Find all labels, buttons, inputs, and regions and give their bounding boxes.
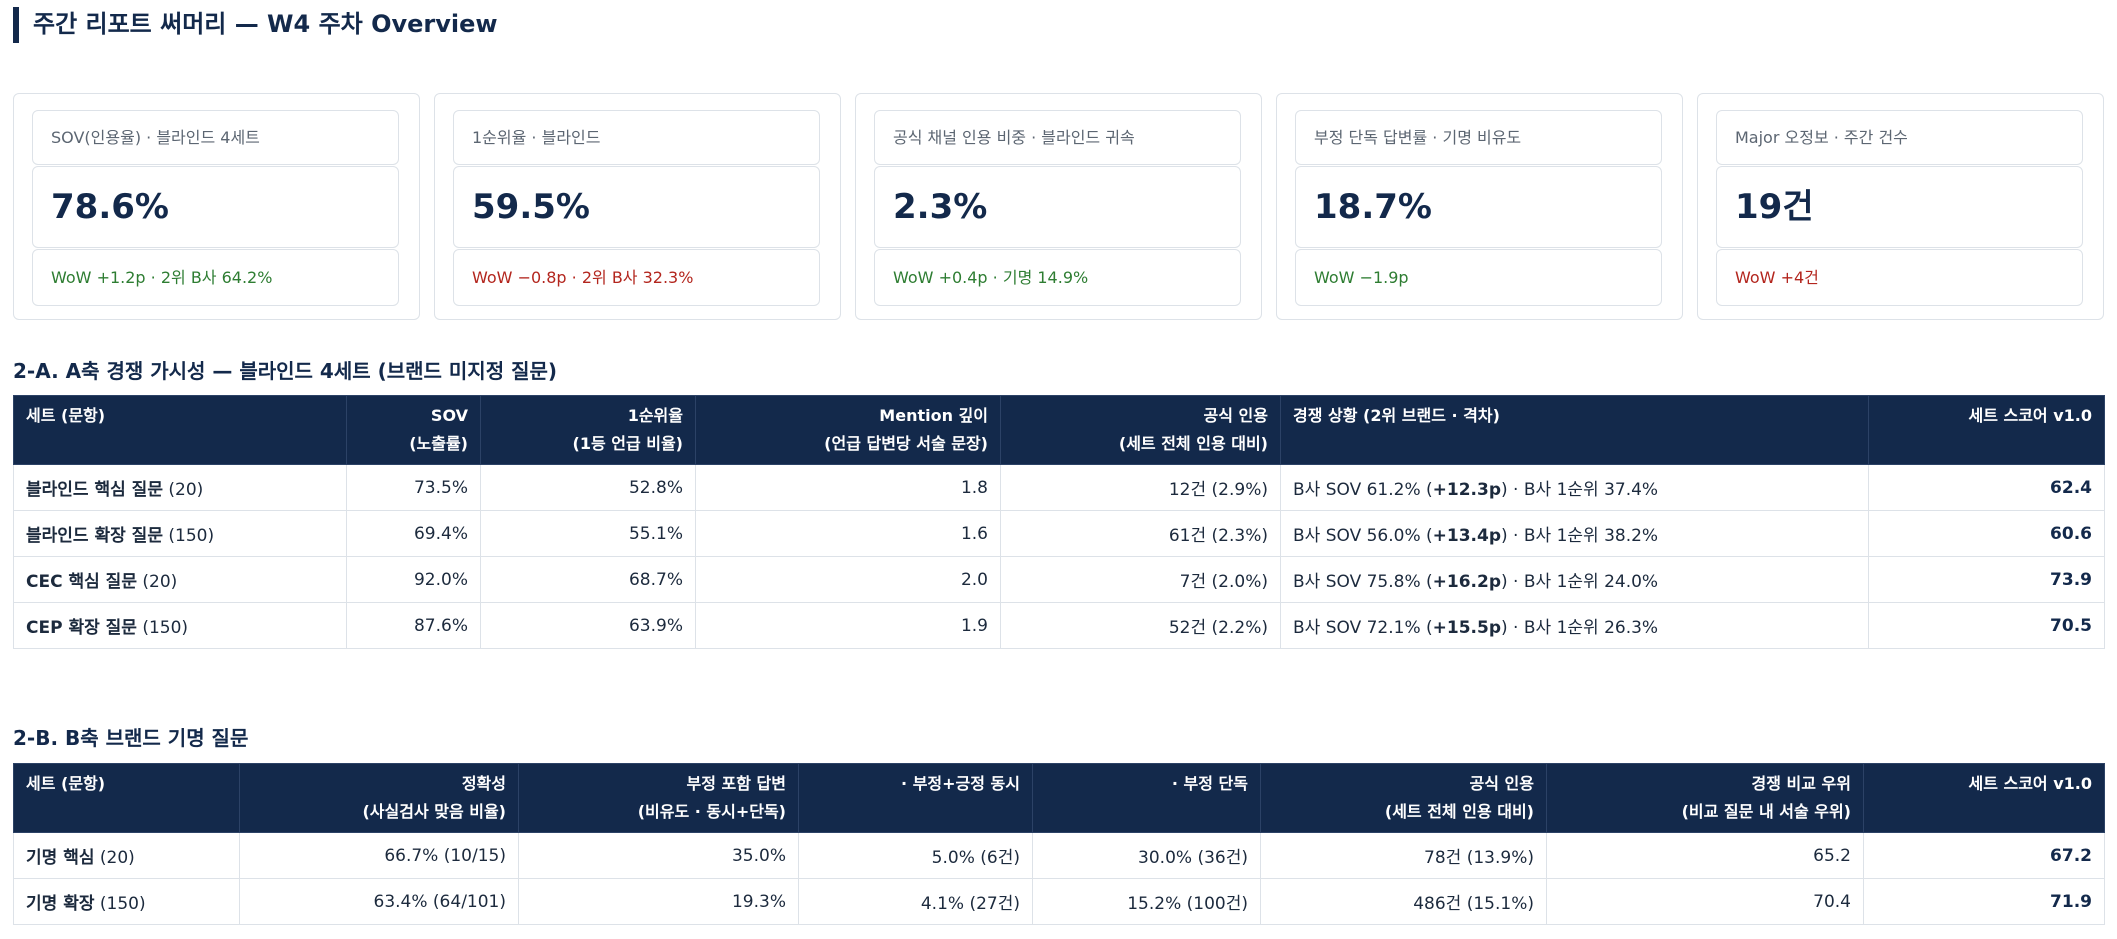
cell-competition: B사 SOV 75.8% (+16.2p) · B사 1순위 24.0%: [1280, 556, 1869, 603]
cell-mixed: 4.1% (27건): [798, 878, 1033, 925]
kpi-value: 59.5%: [453, 166, 820, 248]
section-b-title: 2-B. B축 브랜드 기명 질문: [13, 726, 249, 750]
col-header-set: 세트 (문항): [13, 763, 240, 833]
kpi-card-first-rank: 1순위율 · 블라인드 59.5% WoW −0.8p · 2위 B사 32.3…: [434, 93, 841, 320]
cell-negative-only: 30.0% (36건): [1032, 832, 1261, 879]
cell-set: 기명 확장 (150): [13, 878, 240, 925]
col-header-first-rank: 1순위율 (1등 언급 비율): [480, 395, 696, 465]
col-header-score: 세트 스코어 v1.0: [1868, 395, 2105, 465]
cell-official: 52건 (2.2%): [1000, 602, 1281, 649]
cell-official: 12건 (2.9%): [1000, 464, 1281, 511]
cell-sov: 87.6%: [346, 602, 481, 649]
kpi-card-sov: SOV(인용율) · 블라인드 4세트 78.6% WoW +1.2p · 2위…: [13, 93, 420, 320]
kpi-delta: WoW +0.4p · 기명 14.9%: [874, 249, 1241, 306]
col-header-mixed: · 부정+긍정 동시: [798, 763, 1033, 833]
cell-competition: B사 SOV 56.0% (+13.4p) · B사 1순위 38.2%: [1280, 510, 1869, 557]
kpi-label: 부정 단독 답변률 · 기명 비유도: [1295, 110, 1662, 165]
page-title: 주간 리포트 써머리 — W4 주차 Overview: [13, 7, 498, 43]
kpi-delta: WoW −1.9p: [1295, 249, 1662, 306]
cell-score: 71.9: [1863, 878, 2105, 925]
kpi-value: 18.7%: [1295, 166, 1662, 248]
cell-first-rank: 63.9%: [480, 602, 696, 649]
cell-first-rank: 68.7%: [480, 556, 696, 603]
cell-score: 62.4: [1868, 464, 2105, 511]
section-a-table: 세트 (문항) SOV (노출률) 1순위율 (1등 언급 비율) Mention …: [13, 395, 2105, 649]
cell-competition: B사 SOV 72.1% (+15.5p) · B사 1순위 26.3%: [1280, 602, 1869, 649]
col-header-negative: 부정 포함 답변 (비유도 · 동시+단독): [518, 763, 799, 833]
col-header-official: 공식 인용 (세트 전체 인용 대비): [1000, 395, 1281, 465]
col-header-negative-only: · 부정 단독: [1032, 763, 1261, 833]
cell-score: 70.5: [1868, 602, 2105, 649]
col-header-competition: 경쟁 상황 (2위 브랜드 · 격차): [1280, 395, 1869, 465]
kpi-value: 19건: [1716, 166, 2083, 248]
cell-negative-only: 15.2% (100건): [1032, 878, 1261, 925]
kpi-value: 78.6%: [32, 166, 399, 248]
kpi-delta: WoW +1.2p · 2위 B사 64.2%: [32, 249, 399, 306]
table-row: 블라인드 확장 질문 (150) 69.4% 55.1% 1.6 61건 (2.…: [13, 510, 2105, 557]
kpi-label: 1순위율 · 블라인드: [453, 110, 820, 165]
section-a-title: 2-A. A축 경쟁 가시성 — 블라인드 4세트 (브랜드 미지정 질문): [13, 359, 558, 383]
cell-set: CEC 핵심 질문 (20): [13, 556, 347, 603]
table-header-row: 세트 (문항) 정확성 (사실검사 맞음 비율) 부정 포함 답변 (비유도 · 동…: [13, 763, 2105, 833]
cell-depth: 2.0: [695, 556, 1001, 603]
cell-depth: 1.6: [695, 510, 1001, 557]
kpi-card-major-misinfo: Major 오정보 · 주간 건수 19건 WoW +4건: [1697, 93, 2104, 320]
cell-competition: B사 SOV 61.2% (+12.3p) · B사 1순위 37.4%: [1280, 464, 1869, 511]
table-row: CEC 핵심 질문 (20) 92.0% 68.7% 2.0 7건 (2.0%)…: [13, 556, 2105, 603]
cell-first-rank: 55.1%: [480, 510, 696, 557]
kpi-delta: WoW +4건: [1716, 249, 2083, 306]
col-header-mention-depth: Mention 깊이 (언급 답변당 서술 문장): [695, 395, 1001, 465]
cell-set: CEP 확장 질문 (150): [13, 602, 347, 649]
section-b-table: 세트 (문항) 정확성 (사실검사 맞음 비율) 부정 포함 답변 (비유도 · 동…: [13, 763, 2105, 925]
cell-sov: 92.0%: [346, 556, 481, 603]
col-header-comparative: 경쟁 비교 우위 (비교 질문 내 서술 우위): [1546, 763, 1864, 833]
cell-official: 7건 (2.0%): [1000, 556, 1281, 603]
kpi-value: 2.3%: [874, 166, 1241, 248]
cell-set: 블라인드 핵심 질문 (20): [13, 464, 347, 511]
cell-official: 486건 (15.1%): [1260, 878, 1547, 925]
cell-score: 60.6: [1868, 510, 2105, 557]
cell-negative: 35.0%: [518, 832, 799, 879]
cell-negative: 19.3%: [518, 878, 799, 925]
table-header-row: 세트 (문항) SOV (노출률) 1순위율 (1등 언급 비율) Mention …: [13, 395, 2105, 465]
cell-sov: 69.4%: [346, 510, 481, 557]
kpi-label: Major 오정보 · 주간 건수: [1716, 110, 2083, 165]
kpi-delta: WoW −0.8p · 2위 B사 32.3%: [453, 249, 820, 306]
cell-comparative: 70.4: [1546, 878, 1864, 925]
table-row: 기명 확장 (150) 63.4% (64/101) 19.3% 4.1% (2…: [13, 878, 2105, 925]
kpi-label: 공식 채널 인용 비중 · 블라인드 귀속: [874, 110, 1241, 165]
cell-mixed: 5.0% (6건): [798, 832, 1033, 879]
cell-sov: 73.5%: [346, 464, 481, 511]
col-header-set: 세트 (문항): [13, 395, 347, 465]
col-header-sov: SOV (노출률): [346, 395, 481, 465]
kpi-row: SOV(인용율) · 블라인드 4세트 78.6% WoW +1.2p · 2위…: [13, 93, 2104, 320]
table-row: 기명 핵심 (20) 66.7% (10/15) 35.0% 5.0% (6건)…: [13, 832, 2105, 879]
cell-depth: 1.8: [695, 464, 1001, 511]
cell-comparative: 65.2: [1546, 832, 1864, 879]
cell-official: 61건 (2.3%): [1000, 510, 1281, 557]
table-row: CEP 확장 질문 (150) 87.6% 63.9% 1.9 52건 (2.2…: [13, 602, 2105, 649]
col-header-score: 세트 스코어 v1.0: [1863, 763, 2105, 833]
col-header-official: 공식 인용 (세트 전체 인용 대비): [1260, 763, 1547, 833]
table-row: 블라인드 핵심 질문 (20) 73.5% 52.8% 1.8 12건 (2.9…: [13, 464, 2105, 511]
col-header-accuracy: 정확성 (사실검사 맞음 비율): [239, 763, 519, 833]
kpi-label: SOV(인용율) · 블라인드 4세트: [32, 110, 399, 165]
cell-accuracy: 63.4% (64/101): [239, 878, 519, 925]
cell-first-rank: 52.8%: [480, 464, 696, 511]
kpi-card-negative-only: 부정 단독 답변률 · 기명 비유도 18.7% WoW −1.9p: [1276, 93, 1683, 320]
cell-score: 67.2: [1863, 832, 2105, 879]
cell-official: 78건 (13.9%): [1260, 832, 1547, 879]
kpi-card-official-citation: 공식 채널 인용 비중 · 블라인드 귀속 2.3% WoW +0.4p · 기…: [855, 93, 1262, 320]
cell-depth: 1.9: [695, 602, 1001, 649]
cell-score: 73.9: [1868, 556, 2105, 603]
cell-set: 블라인드 확장 질문 (150): [13, 510, 347, 557]
cell-set: 기명 핵심 (20): [13, 832, 240, 879]
cell-accuracy: 66.7% (10/15): [239, 832, 519, 879]
